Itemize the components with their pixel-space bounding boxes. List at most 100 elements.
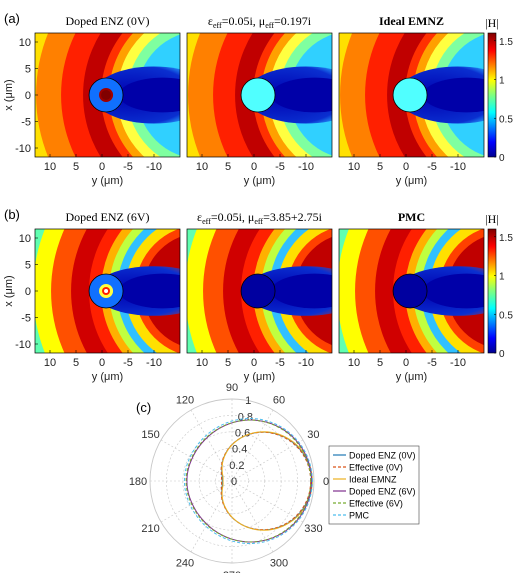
heatmap-row-2: (b) Doped ENZ (6V)10 5 0 -5 -10y (μm)1050-5-1… xyxy=(3,207,513,383)
radial-tick-label: 0.4 xyxy=(232,444,247,456)
x-tick-label: -5 xyxy=(123,161,133,173)
colorbar: 1.5 1 0.5 0 |H| xyxy=(485,212,513,360)
y-tick-label: 5 xyxy=(25,64,31,76)
angle-tick-label: 0 xyxy=(323,476,329,488)
angle-tick-label: 60 xyxy=(273,395,285,407)
legend-label: Effective (6V) xyxy=(349,499,403,509)
y-tick-label: -5 xyxy=(21,313,31,325)
heatmap-2-1: Doped ENZ (6V) 10 5 0 -5 -10 y (μm) 10 5 0 -5 -10 x … xyxy=(3,210,181,383)
x-tick-label: 10 xyxy=(196,161,208,173)
y-tick-label: 0 xyxy=(25,286,31,298)
x-tick-label: -5 xyxy=(427,357,437,369)
colorbar-tick-label: 1 xyxy=(499,272,505,283)
radial-tick-label: 0.6 xyxy=(235,428,250,440)
polar-series-line xyxy=(183,418,313,544)
subplot-title: Doped ENZ (0V) xyxy=(66,14,150,28)
x-tick-label: 10 xyxy=(348,357,360,369)
x-axis-label: y (μm) xyxy=(92,175,123,187)
angle-tick-label: 150 xyxy=(141,429,159,441)
y-axis-label: x (μm) xyxy=(3,79,15,110)
colorbar-tick-label: 1 xyxy=(499,76,505,87)
colorbar-label: |H| xyxy=(485,212,498,226)
subplot-title: PMC xyxy=(398,210,425,224)
x-tick-label: -10 xyxy=(298,357,314,369)
x-tick-label: -10 xyxy=(298,161,314,173)
x-tick-label: -10 xyxy=(450,357,466,369)
x-tick-label: 0 xyxy=(251,161,257,173)
y-tick-label: 0 xyxy=(25,90,31,102)
x-tick-label: 10 xyxy=(44,357,56,369)
x-tick-label: 5 xyxy=(73,357,79,369)
x-axis-label: y (μm) xyxy=(396,175,427,187)
colorbar-tick-label: 1.5 xyxy=(499,233,513,244)
angle-tick-label: 330 xyxy=(304,523,322,535)
x-tick-label: -10 xyxy=(146,357,162,369)
legend-label: PMC xyxy=(349,511,370,521)
polar-plot: (c)906030033030027024021018015012010.80.… xyxy=(129,382,420,573)
angle-tick-label: 90 xyxy=(226,382,238,394)
x-tick-label: 10 xyxy=(348,161,360,173)
colorbar-tick-label: 0 xyxy=(499,349,505,360)
x-tick-label: -5 xyxy=(427,161,437,173)
x-tick-label: 5 xyxy=(377,161,383,173)
x-tick-label: 10 xyxy=(44,161,56,173)
heatmap-2-2: εeff=0.05i, μeff=3.85+2.75i 10 5 0 -5 -10 y (μ… xyxy=(186,210,333,383)
heatmap-2-3: PMC 10 5 0 -5 -10 y (μm) xyxy=(338,210,485,383)
y-tick-label: 10 xyxy=(19,37,31,49)
subplot-title: εeff=0.05i, μeff=3.85+2.75i xyxy=(197,210,323,226)
angle-tick-label: 30 xyxy=(307,429,319,441)
heatmap-1-1: Doped ENZ (0V) 10 5 0 -5 -10 y (μm) 10 5 0 -5 -10 x … xyxy=(3,14,181,187)
angle-tick-label: 300 xyxy=(270,557,288,569)
heatmap-row-1: (a) Doped ENZ (0V)10 5 0 -5 -10y (μm)1050-5-1… xyxy=(3,11,513,187)
x-axis-label: y (μm) xyxy=(244,175,275,187)
radial-tick-label: 0.8 xyxy=(238,411,253,423)
x-tick-label: -5 xyxy=(275,357,285,369)
legend-label: Ideal EMNZ xyxy=(349,475,397,485)
x-tick-label: 0 xyxy=(99,161,105,173)
x-tick-label: -5 xyxy=(275,161,285,173)
y-tick-label: -10 xyxy=(15,143,31,155)
heatmap-1-3: Ideal EMNZ 10 5 0 -5 -10 y (μm) xyxy=(338,14,485,187)
radial-tick-label: 0 xyxy=(231,476,237,488)
x-tick-label: 5 xyxy=(225,161,231,173)
legend: Doped ENZ (0V) Effective (0V) Ideal EMNZ Do… xyxy=(328,445,420,525)
x-tick-label: -10 xyxy=(146,161,162,173)
x-axis-label: y (μm) xyxy=(244,371,275,383)
colorbar-label: |H| xyxy=(485,16,498,30)
x-tick-label: 5 xyxy=(73,161,79,173)
angle-tick-label: 240 xyxy=(176,557,194,569)
x-tick-label: 5 xyxy=(225,357,231,369)
legend-label: Doped ENZ (6V) xyxy=(349,487,416,497)
subplot-title: εeff=0.05i, μeff=0.197i xyxy=(208,14,312,30)
colorbar-tick-label: 0 xyxy=(499,153,505,164)
x-axis-label: y (μm) xyxy=(92,371,123,383)
x-tick-label: -5 xyxy=(123,357,133,369)
legend-label: Doped ENZ (0V) xyxy=(349,451,416,461)
y-tick-label: 5 xyxy=(25,260,31,272)
polar-series-line xyxy=(221,431,313,531)
panel-label: (b) xyxy=(4,207,20,222)
x-axis-label: y (μm) xyxy=(396,371,427,383)
colorbar: 1.5 1 0.5 0 |H| xyxy=(485,16,513,164)
radial-tick-label: 1 xyxy=(245,395,251,407)
colorbar-tick-label: 0.5 xyxy=(499,114,513,125)
subplot-title: Ideal EMNZ xyxy=(379,14,444,28)
subplot-title: Doped ENZ (6V) xyxy=(66,210,150,224)
x-tick-label: 0 xyxy=(251,357,257,369)
panel-label: (c) xyxy=(136,400,151,415)
radial-tick-label: 0.2 xyxy=(229,460,244,472)
panel-label: (a) xyxy=(4,11,20,26)
x-tick-label: 10 xyxy=(196,357,208,369)
heatmap-1-2: εeff=0.05i, μeff=0.197i 10 5 0 -5 -10 y (μm) xyxy=(186,14,333,187)
colorbar-tick-label: 0.5 xyxy=(499,310,513,321)
x-tick-label: 5 xyxy=(377,357,383,369)
angle-tick-label: 180 xyxy=(129,476,147,488)
x-tick-label: 0 xyxy=(403,357,409,369)
colorbar-tick-label: 1.5 xyxy=(499,37,513,48)
y-tick-label: -10 xyxy=(15,339,31,351)
y-axis-label: x (μm) xyxy=(3,275,15,306)
angle-tick-label: 120 xyxy=(176,395,194,407)
angle-tick-label: 210 xyxy=(141,523,159,535)
y-tick-label: 10 xyxy=(19,233,31,245)
